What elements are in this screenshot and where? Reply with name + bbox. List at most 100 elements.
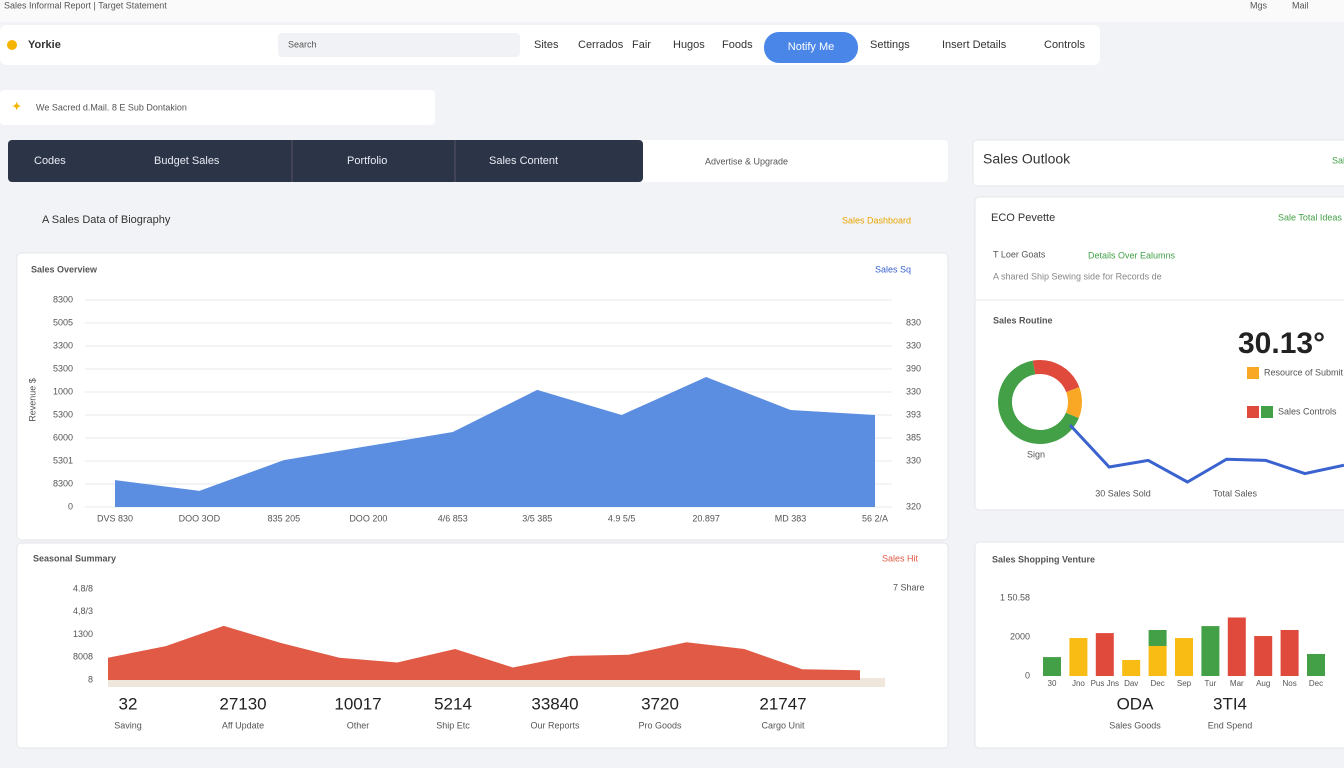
outlook-link[interactable]: Sales <box>1332 155 1344 165</box>
bar <box>1095 633 1114 676</box>
brand[interactable]: Yorkie <box>28 39 61 51</box>
eco-line: A shared Ship Sewing side for Records de <box>993 271 1162 281</box>
season-link[interactable]: Sales Hit <box>882 553 919 563</box>
tab[interactable]: Advertise & Upgrade <box>705 156 788 166</box>
notice-box <box>0 90 435 125</box>
y-tick-label: 8008 <box>73 652 93 662</box>
x-tick-label: MD 383 <box>775 513 807 523</box>
x-tick-label: DVS 830 <box>97 513 133 523</box>
x-tick-label: 30 <box>1048 679 1057 688</box>
y-tick-label: 8 <box>88 674 93 684</box>
bar <box>1148 645 1167 676</box>
kpi-value: 10017 <box>334 694 381 713</box>
y-axis-label: Revenue $ <box>27 378 37 422</box>
kpi-value: 33840 <box>531 694 578 713</box>
nav-link[interactable]: Hugos <box>673 39 705 51</box>
kpi-label: Saving <box>114 720 142 730</box>
x-tick-label: 20.897 <box>692 513 720 523</box>
bar <box>1069 637 1088 676</box>
y-tick-label: 0 <box>68 501 73 511</box>
y-tick-label: 2000 <box>1010 631 1030 641</box>
kpi-value: 5214 <box>434 694 472 713</box>
nav-extra[interactable]: Settings <box>870 39 910 51</box>
kpi-value: 27130 <box>219 694 266 713</box>
nav-extra[interactable]: Insert Details <box>942 39 1007 51</box>
x-tick-label: Dav <box>1124 679 1138 688</box>
legend-swatch <box>1247 367 1259 379</box>
x-tick-label: 835 205 <box>268 513 301 523</box>
browser-title: Sales Informal Report | Target Statement <box>4 0 167 10</box>
overview-legend[interactable]: Sales Sq <box>875 264 911 274</box>
donut-segment <box>998 360 1082 444</box>
kpi-label: End Spend <box>1208 720 1253 730</box>
browser-bar <box>0 0 1344 22</box>
bar <box>1227 617 1246 676</box>
routine-x-label: 30 Sales Sold <box>1095 488 1151 498</box>
legend-label: Sales Controls <box>1278 406 1337 416</box>
notify-button[interactable] <box>764 32 858 63</box>
nav-link[interactable]: Fair <box>632 39 651 51</box>
browser-menu[interactable]: Mgs <box>1250 0 1268 10</box>
legend-swatch <box>1261 406 1273 418</box>
search-placeholder: Search <box>288 39 317 49</box>
kpi-label: Our Reports <box>530 720 580 730</box>
eco-line: T Loer Goats <box>993 249 1046 259</box>
x-tick-label: Sep <box>1177 679 1192 688</box>
nav-link[interactable]: Cerrados <box>578 39 624 51</box>
bar <box>1254 636 1273 676</box>
area <box>108 625 860 680</box>
nav-link[interactable]: Sites <box>534 39 559 51</box>
button-label[interactable]: Notify Me <box>788 41 834 53</box>
y-tick-label: 1300 <box>73 629 93 639</box>
x-tick-label: Tur <box>1205 679 1217 688</box>
eco-line-link[interactable]: Details Over Ealumns <box>1088 250 1176 260</box>
routine-title: Sales Routine <box>993 315 1053 325</box>
y2-tick-label: 330 <box>906 455 921 465</box>
x-tick-label: DOO 200 <box>349 513 387 523</box>
kpi-label: Sales Goods <box>1109 720 1161 730</box>
tab[interactable]: Portfolio <box>347 155 387 167</box>
tab[interactable]: Codes <box>34 155 66 167</box>
nav-link[interactable]: Foods <box>722 39 753 51</box>
kpi-value: ODA <box>1117 694 1155 713</box>
search-box[interactable] <box>278 33 520 57</box>
bar <box>1122 660 1141 676</box>
overview-title: Sales Overview <box>31 264 98 274</box>
tab-bar-dark <box>8 140 643 182</box>
kpi-label: Aff Update <box>222 720 264 730</box>
y-tick-label: 6000 <box>53 432 73 442</box>
season-title: Seasonal Summary <box>33 553 116 563</box>
x-tick-label: Dec <box>1150 679 1164 688</box>
donut-caption: Sign <box>1027 449 1045 459</box>
big-value: 30.13° <box>1238 327 1325 360</box>
routine-x-label: Total Sales <box>1213 488 1258 498</box>
y-tick-label: 5300 <box>53 409 73 419</box>
section-link[interactable]: Sales Dashboard <box>842 215 911 225</box>
season-y2-label: 7 Share <box>893 582 925 592</box>
kpi-value: 21747 <box>759 694 806 713</box>
x-tick-label: Dec <box>1309 679 1323 688</box>
tab[interactable]: Budget Sales <box>154 155 220 167</box>
area <box>115 377 875 507</box>
season-card <box>16 542 949 749</box>
kpi-label: Cargo Unit <box>761 720 805 730</box>
outlook-title: Sales Outlook <box>983 151 1071 167</box>
y-tick-label: 1000 <box>53 386 73 396</box>
y2-tick-label: 320 <box>906 501 921 511</box>
x-tick-label: 3/5 385 <box>522 513 552 523</box>
browser-menu[interactable]: Mail <box>1292 0 1309 10</box>
eco-link[interactable]: Sale Total Ideas <box>1278 212 1342 222</box>
bar <box>1043 657 1061 676</box>
nav-extra[interactable]: Controls <box>1044 39 1085 51</box>
kpi-label: Ship Etc <box>436 720 470 730</box>
y-tick-label: 8300 <box>53 294 73 304</box>
outlook-card <box>972 139 1344 187</box>
x-tick-label: Jno <box>1072 679 1085 688</box>
tab[interactable]: Sales Content <box>489 155 558 167</box>
trend-line <box>1068 423 1344 484</box>
y-tick-label: 0 <box>1025 670 1030 680</box>
brand-logo <box>7 40 17 50</box>
shopping-title: Sales Shopping Venture <box>992 554 1095 564</box>
